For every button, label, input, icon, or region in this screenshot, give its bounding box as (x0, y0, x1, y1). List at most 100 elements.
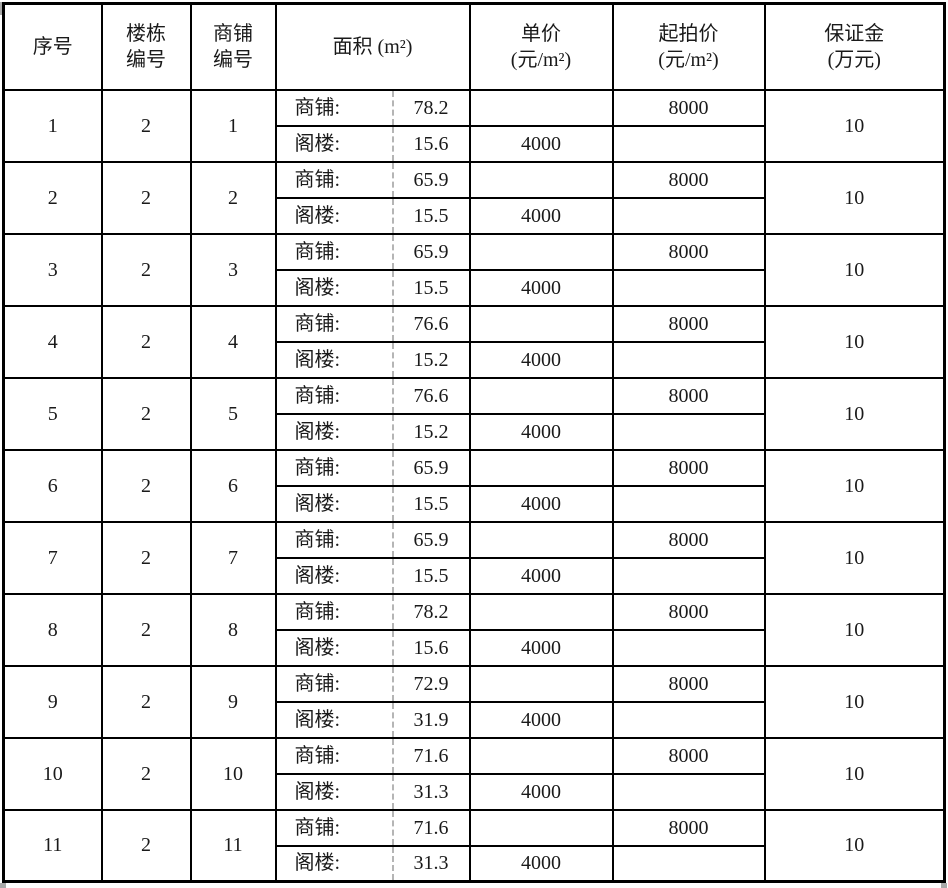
cell-building-number: 2 (100, 664, 192, 739)
cell-shop-starting-price: 8000 (611, 160, 766, 199)
cell-loft-area-label: 阁楼: (274, 268, 394, 307)
cell-loft-unit-price: 4000 (468, 844, 614, 883)
cell-loft-starting-price (611, 412, 766, 451)
cell-shop-number: 2 (189, 160, 277, 235)
cell-building-number: 2 (100, 304, 192, 379)
cell-shop-starting-price: 8000 (611, 232, 766, 271)
cell-shop-number: 11 (189, 808, 277, 883)
cell-loft-area-value: 31.3 (391, 844, 471, 883)
cell-shop-area-label: 商铺: (274, 736, 394, 775)
cell-shop-number: 1 (189, 88, 277, 163)
cell-shop-unit-price (468, 160, 614, 199)
cell-building-number: 2 (100, 736, 192, 811)
cell-shop-area-value: 65.9 (391, 232, 471, 271)
cell-shop-starting-price: 8000 (611, 448, 766, 487)
cell-deposit: 10 (763, 664, 946, 739)
cell-serial-number: 4 (2, 304, 103, 379)
header-row: 序号 楼栋 编号 商铺 编号 面积 (m²) 单价 (元/m²) 起拍价 (元/… (2, 2, 946, 91)
cell-shop-starting-price: 8000 (611, 592, 766, 631)
table-row-shop: 10 2 10 商铺: 71.6 8000 10 (2, 736, 946, 811)
header-starting-price: 起拍价 (元/m²) (611, 2, 766, 91)
cell-building-number: 2 (100, 232, 192, 307)
cell-shop-unit-price (468, 448, 614, 487)
cell-deposit: 10 (763, 808, 946, 883)
cell-shop-number: 4 (189, 304, 277, 379)
cell-shop-area-label: 商铺: (274, 376, 394, 415)
cell-shop-unit-price (468, 592, 614, 631)
cell-loft-area-label: 阁楼: (274, 628, 394, 667)
cell-loft-starting-price (611, 700, 766, 739)
cell-shop-area-label: 商铺: (274, 448, 394, 487)
cell-loft-area-label: 阁楼: (274, 772, 394, 811)
table-row-loft: 阁楼: 31.9 4000 (4, 700, 945, 739)
cell-serial-number: 11 (2, 808, 103, 883)
cell-shop-area-value: 78.2 (391, 88, 471, 127)
cell-deposit: 10 (763, 520, 946, 595)
cell-loft-unit-price: 4000 (468, 412, 614, 451)
table-row-loft: 阁楼: 15.6 4000 (4, 124, 945, 163)
cell-deposit: 10 (763, 448, 946, 523)
cell-loft-area-value: 31.9 (391, 700, 471, 739)
cell-shop-starting-price: 8000 (611, 376, 766, 415)
cell-loft-area-value: 15.5 (391, 268, 471, 307)
cell-shop-area-label: 商铺: (274, 592, 394, 631)
cell-serial-number: 7 (2, 520, 103, 595)
cell-shop-area-value: 71.6 (391, 736, 471, 775)
header-starting-price-line2: (元/m²) (658, 48, 719, 71)
cell-shop-starting-price: 8000 (611, 520, 766, 559)
cell-loft-unit-price: 4000 (468, 628, 614, 667)
cell-loft-starting-price (611, 844, 766, 883)
table-row-loft: 阁楼: 15.2 4000 (4, 412, 945, 451)
cell-loft-unit-price: 4000 (468, 772, 614, 811)
cell-shop-number: 10 (189, 736, 277, 811)
corner-mark-bottom-right (941, 883, 947, 888)
cell-shop-starting-price: 8000 (611, 736, 766, 775)
cell-loft-starting-price (611, 484, 766, 523)
cell-loft-area-value: 15.6 (391, 628, 471, 667)
cell-building-number: 2 (100, 520, 192, 595)
cell-shop-unit-price (468, 304, 614, 343)
cell-loft-area-label: 阁楼: (274, 556, 394, 595)
cell-shop-number: 7 (189, 520, 277, 595)
table-row-shop: 5 2 5 商铺: 76.6 8000 10 (2, 376, 946, 451)
cell-shop-starting-price: 8000 (611, 808, 766, 847)
cell-loft-starting-price (611, 124, 766, 163)
cell-shop-area-label: 商铺: (274, 664, 394, 703)
cell-deposit: 10 (763, 304, 946, 379)
cell-loft-unit-price: 4000 (468, 196, 614, 235)
header-deposit-line2: (万元) (827, 48, 881, 71)
cell-serial-number: 9 (2, 664, 103, 739)
cell-loft-unit-price: 4000 (468, 700, 614, 739)
cell-shop-area-label: 商铺: (274, 88, 394, 127)
header-building-line2: 编号 (126, 48, 166, 71)
header-area: 面积 (m²) (274, 2, 471, 91)
cell-loft-starting-price (611, 340, 766, 379)
cell-serial-number: 6 (2, 448, 103, 523)
cell-shop-number: 8 (189, 592, 277, 667)
cell-shop-number: 3 (189, 232, 277, 307)
table-row-shop: 11 2 11 商铺: 71.6 8000 10 (2, 808, 946, 883)
cell-deposit: 10 (763, 592, 946, 667)
cell-shop-starting-price: 8000 (611, 304, 766, 343)
table-row-shop: 7 2 7 商铺: 65.9 8000 10 (2, 520, 946, 595)
table-row-shop: 6 2 6 商铺: 65.9 8000 10 (2, 448, 946, 523)
cell-loft-area-value: 15.2 (391, 412, 471, 451)
table-row-shop: 8 2 8 商铺: 78.2 8000 10 (2, 592, 946, 667)
cell-shop-number: 9 (189, 664, 277, 739)
cell-loft-starting-price (611, 268, 766, 307)
cell-shop-unit-price (468, 808, 614, 847)
cell-loft-area-value: 15.5 (391, 556, 471, 595)
header-shop-number: 商铺 编号 (189, 2, 277, 91)
cell-building-number: 2 (100, 88, 192, 163)
cell-loft-unit-price: 4000 (468, 484, 614, 523)
cell-shop-area-value: 65.9 (391, 520, 471, 559)
cell-serial-number: 2 (2, 160, 103, 235)
cell-loft-area-label: 阁楼: (274, 124, 394, 163)
cell-shop-unit-price (468, 664, 614, 703)
table-row-shop: 1 2 1 商铺: 78.2 8000 10 (2, 88, 946, 163)
cell-loft-starting-price (611, 556, 766, 595)
cell-shop-area-label: 商铺: (274, 232, 394, 271)
header-shop-number-line1: 商铺 (213, 22, 253, 45)
header-shop-number-line2: 编号 (213, 48, 253, 71)
table-row-loft: 阁楼: 15.5 4000 (4, 196, 945, 235)
